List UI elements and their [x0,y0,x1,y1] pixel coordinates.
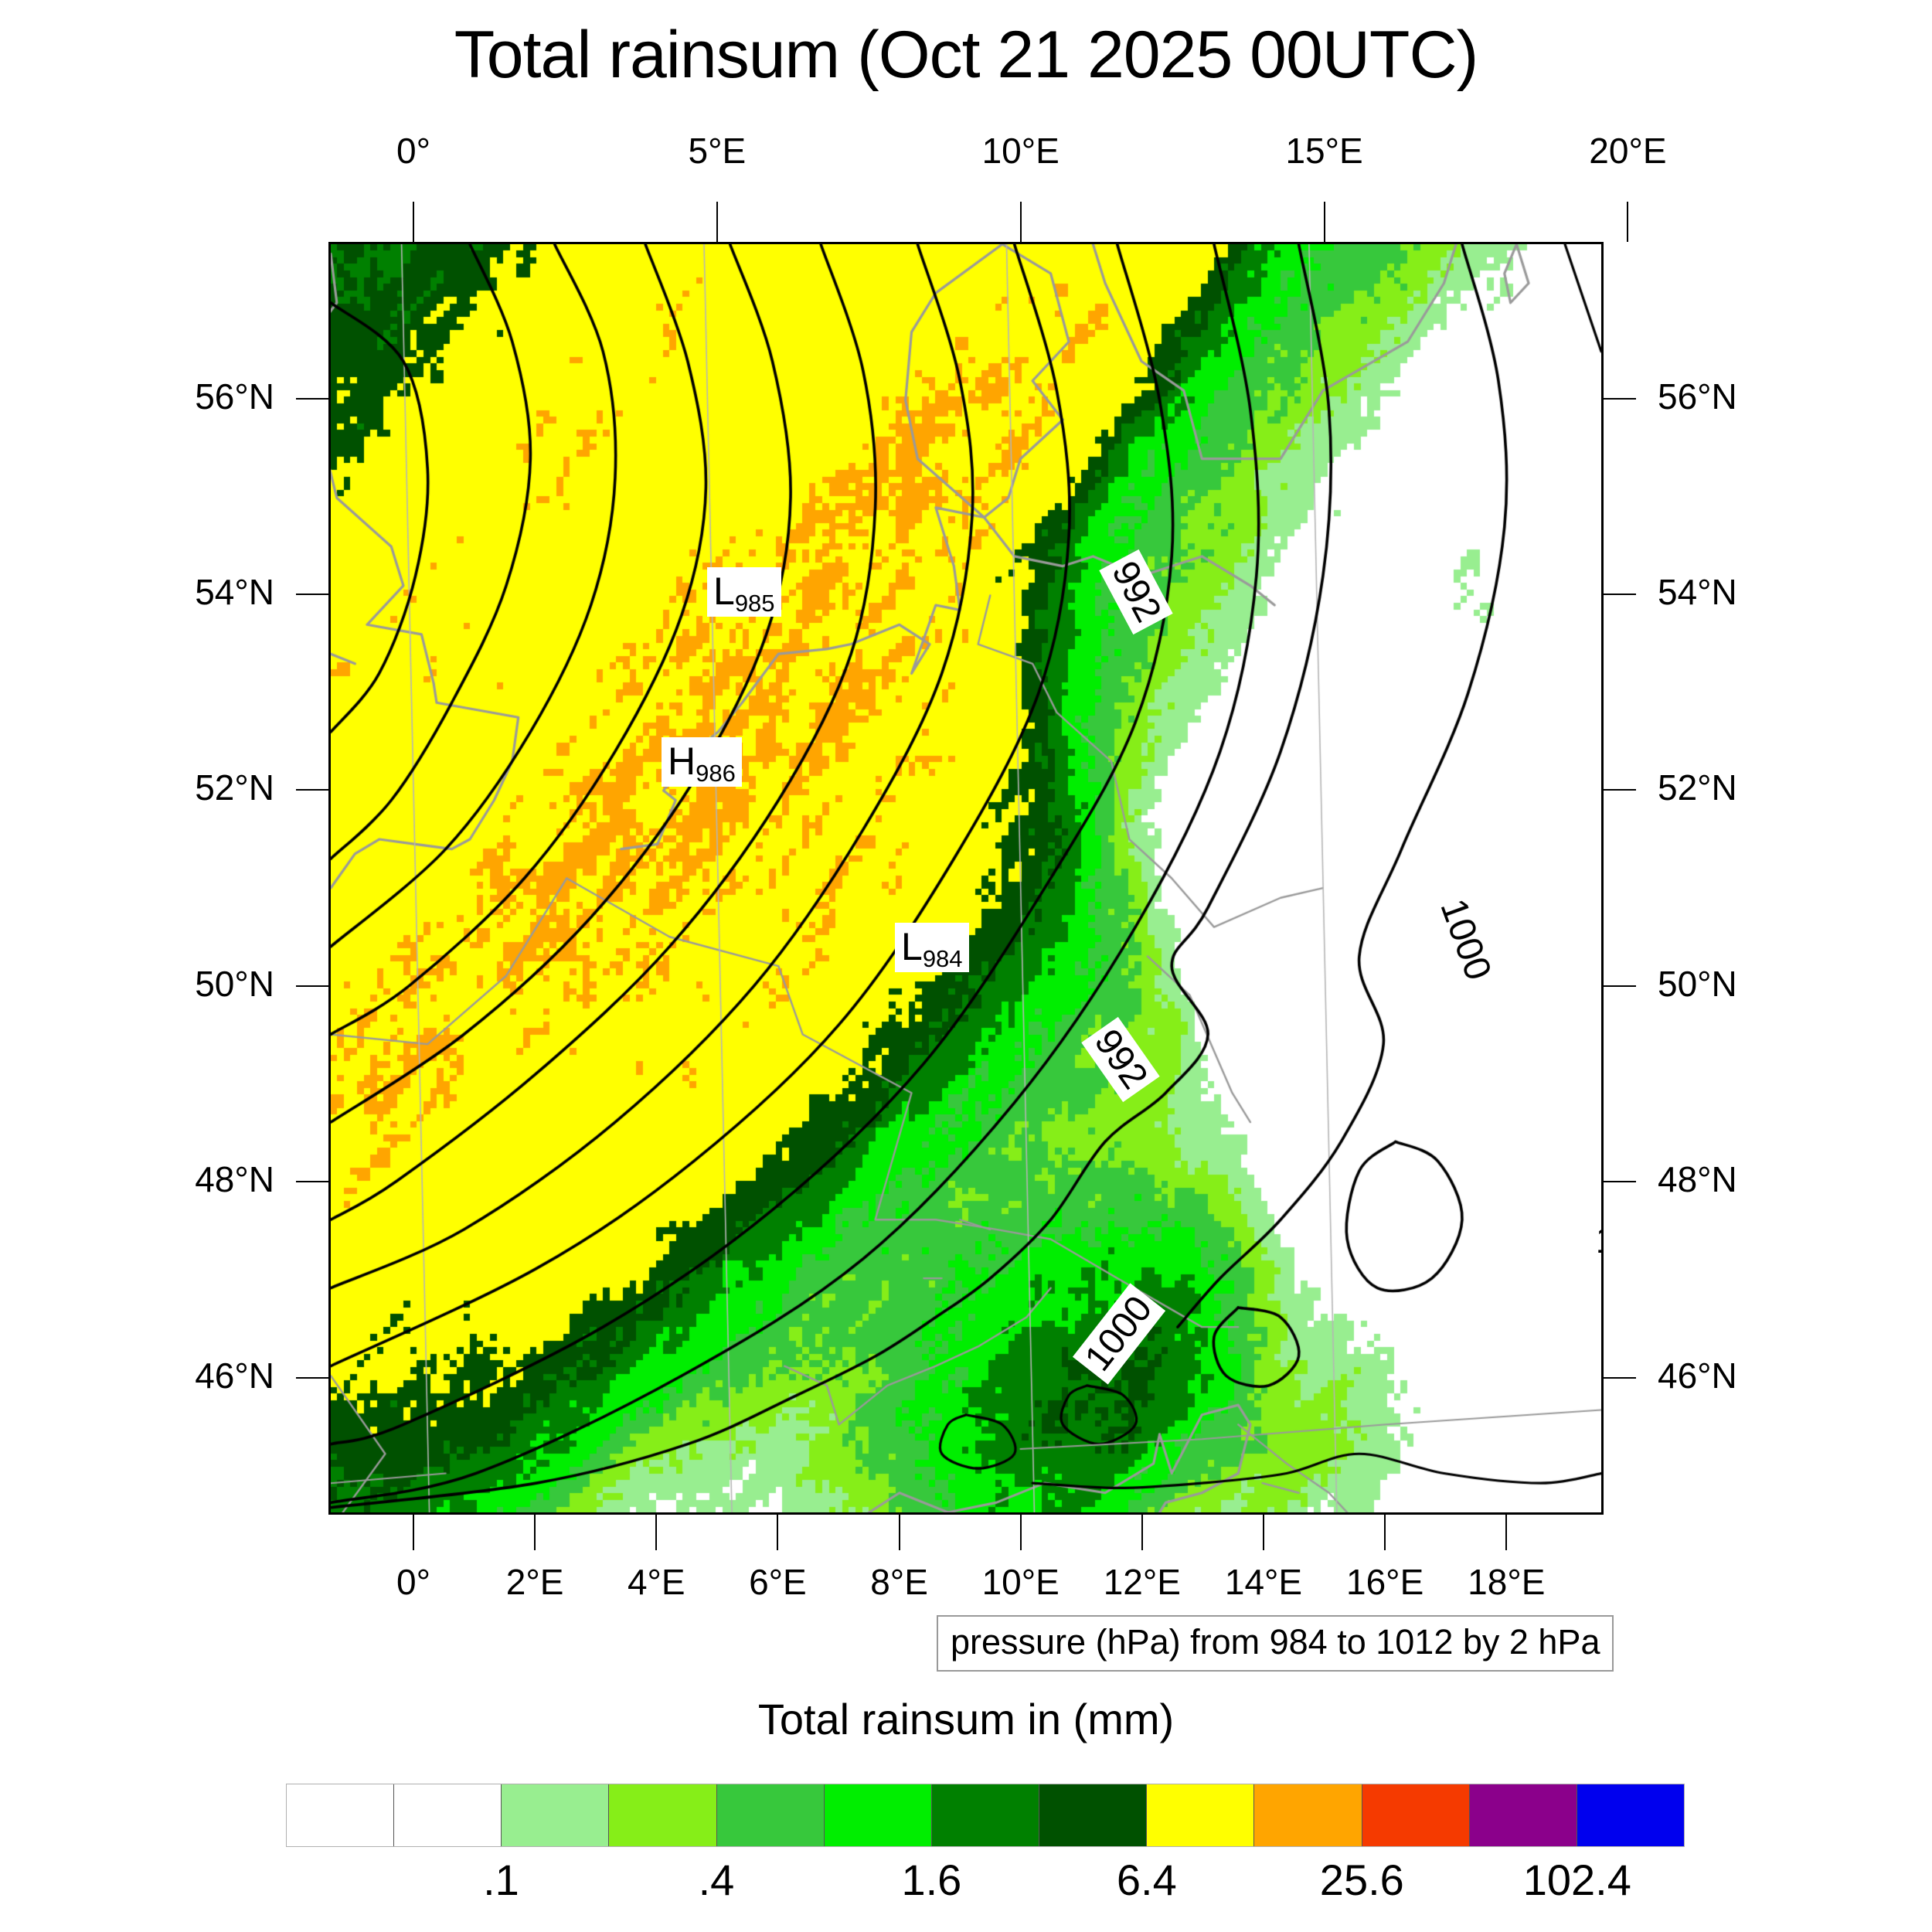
top-axis-tick [1019,202,1022,242]
left-axis-tick [296,1376,328,1379]
bottom-axis-tick [898,1515,900,1550]
low-pressure-label: L985 [707,567,781,617]
colorbar-segment[interactable] [716,1784,825,1846]
colorbar-segment[interactable] [1147,1784,1255,1846]
colorbar-segment[interactable] [287,1784,395,1846]
bottom-axis-tick [413,1515,414,1550]
top-axis-label: 10°E [981,131,1060,171]
colorbar-segment[interactable] [1254,1784,1362,1846]
left-axis-tick [296,789,328,791]
precipitation-field-canvas [331,244,1601,1512]
top-axis-tick [413,202,414,242]
colorbar-tick-label: 25.6 [1319,1855,1404,1904]
colorbar-segment[interactable] [824,1784,932,1846]
colorbar-tick-labels: .1 .4 1.6 6.4 25.6 102.4 [286,1855,1685,1909]
top-axis-label: 20°E [1589,131,1667,171]
left-axis-label: 52°N [195,767,274,808]
colorbar-segment[interactable] [502,1784,610,1846]
colorbar-tick-label: 102.4 [1522,1855,1631,1904]
left-axis-label: 46°N [195,1355,274,1396]
colorbar-segment[interactable] [931,1784,1040,1846]
colorbar-tick-label: .1 [483,1855,519,1904]
left-axis-tick [296,397,328,400]
right-axis-tick [1604,789,1636,791]
right-axis-label: 56°N [1658,376,1737,417]
right-axis-tick [1604,1376,1636,1379]
bottom-axis-tick [534,1515,536,1550]
low-pressure-label: L984 [895,923,969,972]
bottom-axis-tick [655,1515,658,1550]
bottom-axis-tick [1141,1515,1143,1550]
pressure-contour-label: 1008 [1596,1223,1601,1260]
top-axis-tick [716,202,718,242]
colorbar-segment[interactable] [394,1784,502,1846]
left-axis-label: 54°N [195,572,274,613]
page-title: Total rainsum (Oct 21 2025 00UTC) [454,18,1478,92]
right-axis-label: 54°N [1658,572,1737,613]
bottom-axis-label: 14°E [1224,1562,1303,1602]
right-axis-label: 48°N [1658,1159,1737,1200]
bottom-axis-label: 2°E [505,1562,564,1602]
colorbar[interactable] [286,1784,1685,1847]
bottom-axis-label: 4°E [627,1562,685,1602]
top-axis-label: 15°E [1285,131,1363,171]
top-axis-tick [1323,202,1325,242]
bottom-axis-tick [777,1515,779,1550]
top-axis-tick [1627,202,1629,242]
bottom-axis-label: 12°E [1103,1562,1181,1602]
right-axis-label: 52°N [1658,767,1737,808]
top-axis-label: 0° [396,131,430,171]
left-axis-tick [296,594,328,596]
right-axis-tick [1604,985,1636,987]
bottom-axis-label: 6°E [749,1562,807,1602]
right-axis-label: 46°N [1658,1355,1737,1396]
left-axis-label: 48°N [195,1159,274,1200]
pressure-legend-box: pressure (hPa) from 984 to 1012 by 2 hPa [937,1615,1614,1672]
bottom-axis-label: 10°E [981,1562,1060,1602]
bottom-axis-tick [1505,1515,1508,1550]
left-axis-label: 56°N [195,376,274,417]
left-axis-tick [296,1181,328,1183]
left-axis-label: 50°N [195,963,274,1004]
colorbar-segment[interactable] [1039,1784,1148,1846]
bottom-axis-tick [1263,1515,1264,1550]
colorbar-title: Total rainsum in (mm) [757,1695,1175,1743]
colorbar-tick-label: 6.4 [1116,1855,1177,1904]
bottom-axis-label: 0° [396,1562,430,1602]
right-axis-tick [1604,397,1636,400]
bottom-axis-tick [1384,1515,1386,1550]
right-axis-tick [1604,594,1636,596]
colorbar-segment[interactable] [609,1784,717,1846]
top-axis-label: 5°E [688,131,747,171]
bottom-axis-tick [1019,1515,1022,1550]
colorbar-segment[interactable] [1362,1784,1470,1846]
high-pressure-label: H986 [662,737,742,787]
bottom-axis-label: 8°E [870,1562,928,1602]
left-axis-tick [296,985,328,987]
map-plot-area[interactable]: L985H986L984L1006L1009H1011H1011H1011H99… [328,242,1604,1515]
colorbar-tick-label: 1.6 [901,1855,962,1904]
right-axis-label: 50°N [1658,963,1737,1004]
bottom-axis-label: 18°E [1468,1562,1546,1602]
colorbar-segment[interactable] [1577,1784,1685,1846]
colorbar-segment[interactable] [1469,1784,1577,1846]
bottom-axis-label: 16°E [1346,1562,1424,1602]
colorbar-tick-label: .4 [698,1855,735,1904]
right-axis-tick [1604,1181,1636,1183]
